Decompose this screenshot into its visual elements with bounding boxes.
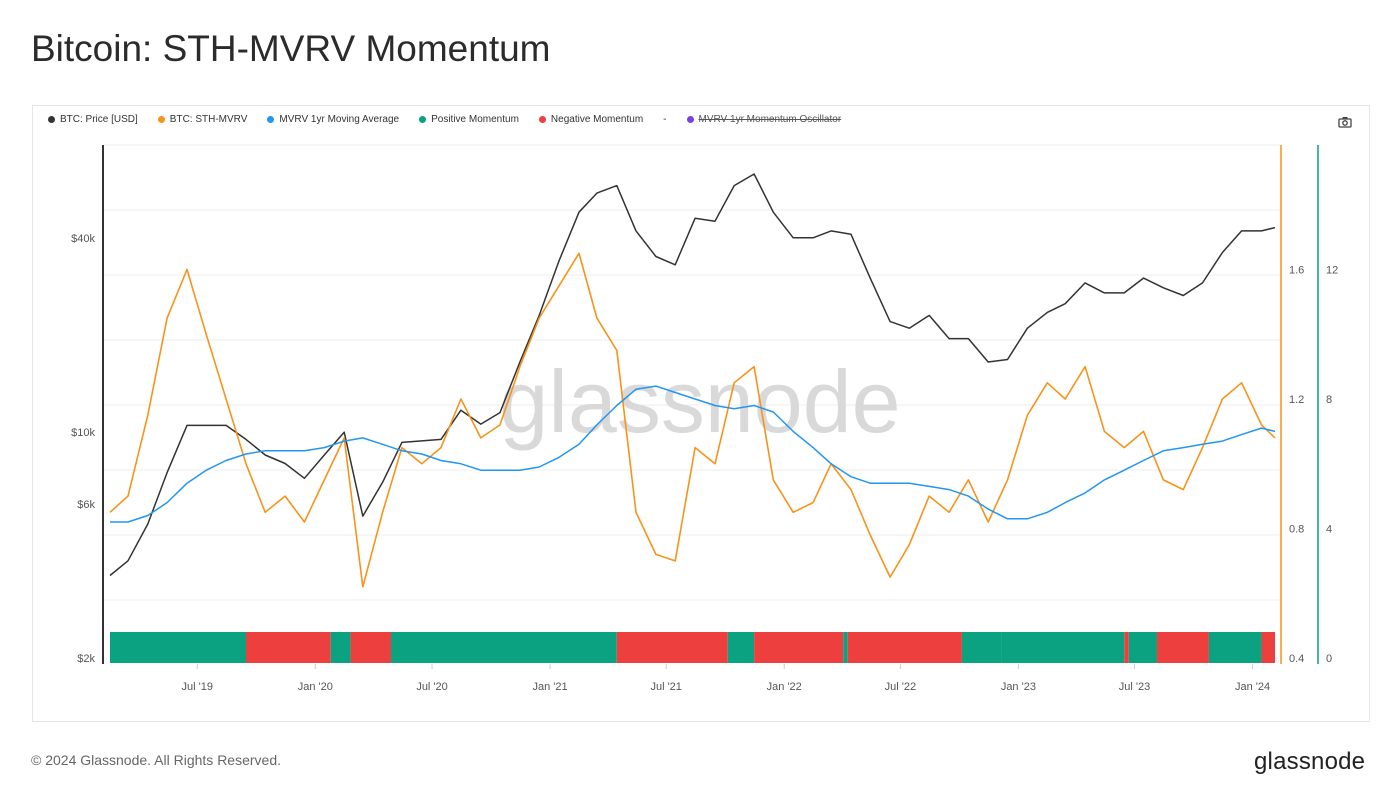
legend-dot-icon <box>538 116 546 123</box>
legend-item[interactable]: Positive Momentum <box>419 114 519 125</box>
legend-label: MVRV 1yr Momentum Oscillator <box>698 114 842 125</box>
legend-label: MVRV 1yr Moving Average <box>279 114 400 125</box>
x-tick-label: Jan '23 <box>1001 681 1036 693</box>
momentum-segment-positive <box>1128 632 1157 663</box>
y-left-tick-label: $2k <box>77 653 95 665</box>
legend-item[interactable]: BTC: STH-MVRV <box>157 114 248 125</box>
momentum-segment-positive <box>1208 632 1262 663</box>
legend-dot-icon <box>157 116 165 123</box>
momentum-segment-negative <box>847 632 962 663</box>
x-tick-label: Jul '22 <box>885 681 916 693</box>
legend-item[interactable]: Negative Momentum <box>538 114 644 125</box>
x-tick-label: Jan '21 <box>533 681 568 693</box>
legend-dot-icon <box>419 116 427 123</box>
y-right2-tick-label: 0 <box>1326 653 1332 665</box>
camera-icon[interactable] <box>1338 116 1352 128</box>
x-tick-label: Jul '20 <box>416 681 447 693</box>
momentum-segment-negative <box>754 632 844 663</box>
legend-item[interactable]: MVRV 1yr Momentum Oscillator <box>686 114 842 125</box>
y-left-tick-label: $10k <box>71 427 95 439</box>
momentum-segment-positive <box>390 632 617 663</box>
legend-dot-icon <box>686 116 694 123</box>
momentum-segment-negative <box>1124 632 1129 663</box>
copyright-footer: © 2024 Glassnode. All Rights Reserved. <box>31 752 282 768</box>
y-right-tick-label: 0.4 <box>1289 653 1304 665</box>
y-right2-tick-label: 4 <box>1326 524 1332 536</box>
x-tick-label: Jul '23 <box>1119 681 1150 693</box>
y-left-tick-label: $6k <box>77 499 95 511</box>
momentum-segment-negative <box>616 632 728 663</box>
x-tick-label: Jan '22 <box>767 681 802 693</box>
momentum-segment-positive <box>727 632 755 663</box>
momentum-segment-negative <box>1261 632 1275 663</box>
legend-label: BTC: Price [USD] <box>60 114 138 125</box>
legend-item[interactable]: MVRV 1yr Moving Average <box>267 114 399 125</box>
y-left-tick-label: $40k <box>71 233 95 245</box>
legend-item[interactable]: BTC: Price [USD] <box>48 114 138 125</box>
legend-label: BTC: STH-MVRV <box>169 114 248 125</box>
x-tick-label: Jan '20 <box>298 681 333 693</box>
x-tick-label: Jan '24 <box>1235 681 1270 693</box>
momentum-segment-positive <box>110 632 247 663</box>
legend-dot-icon <box>48 116 55 123</box>
y-right-tick-label: 1.6 <box>1289 265 1304 277</box>
x-tick-label: Jul '21 <box>650 681 681 693</box>
series-line-0 <box>109 173 1276 577</box>
series-line-1 <box>109 252 1276 588</box>
legend-item[interactable]: - <box>663 114 666 125</box>
legend-label: - <box>663 114 667 125</box>
legend-label: Positive Momentum <box>431 114 519 125</box>
momentum-segment-negative <box>246 632 331 663</box>
x-tick-label: Jul '19 <box>182 681 213 693</box>
momentum-segment-negative <box>350 632 391 663</box>
momentum-segment-negative <box>1156 632 1209 663</box>
legend-label: Negative Momentum <box>550 114 644 125</box>
legend-dot-icon <box>267 116 275 123</box>
chart-legend: BTC: Price [USD] BTC: STH-MVRV MVRV 1yr Mo… <box>48 114 861 125</box>
page-title: Bitcoin: STH-MVRV Momentum <box>31 28 551 69</box>
momentum-segment-positive <box>961 632 1002 663</box>
y-right2-tick-label: 12 <box>1326 265 1338 277</box>
y-right2-tick-label: 8 <box>1326 394 1332 406</box>
chart-card <box>32 105 1370 722</box>
momentum-segment-positive <box>843 632 848 663</box>
watermark: glassnode <box>499 352 900 451</box>
momentum-segment-positive <box>1001 632 1125 663</box>
y-right-tick-label: 0.8 <box>1289 524 1304 536</box>
glassnode-logo: glassnode <box>1254 748 1366 775</box>
series-line-2 <box>110 385 1276 523</box>
momentum-segment-positive <box>330 632 351 663</box>
y-right-tick-label: 1.2 <box>1289 394 1304 406</box>
